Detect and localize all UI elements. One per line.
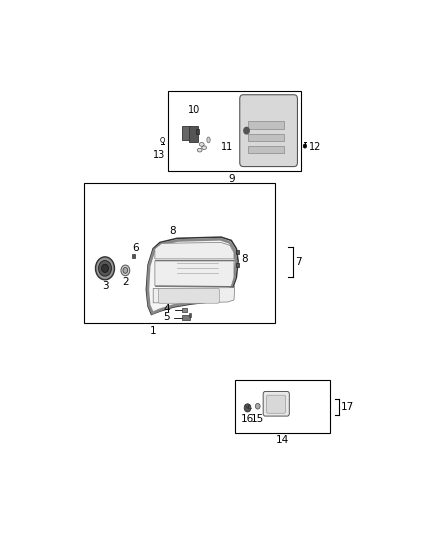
Text: 5: 5 xyxy=(163,312,170,322)
Text: 9: 9 xyxy=(228,174,235,184)
Polygon shape xyxy=(146,237,238,314)
Circle shape xyxy=(99,261,111,276)
FancyBboxPatch shape xyxy=(240,95,297,166)
Circle shape xyxy=(123,268,128,273)
Polygon shape xyxy=(155,243,234,259)
Bar xyxy=(248,146,284,154)
Text: 15: 15 xyxy=(251,414,265,424)
Text: 11: 11 xyxy=(221,142,233,152)
Text: 8: 8 xyxy=(170,225,176,236)
Circle shape xyxy=(255,403,260,409)
Text: 4: 4 xyxy=(163,304,170,314)
FancyBboxPatch shape xyxy=(263,391,290,416)
Bar xyxy=(237,263,240,266)
FancyBboxPatch shape xyxy=(158,288,219,303)
Bar xyxy=(84,183,276,322)
Circle shape xyxy=(161,138,165,142)
Bar xyxy=(196,129,199,134)
Bar xyxy=(189,313,191,317)
Ellipse shape xyxy=(207,137,210,143)
Bar xyxy=(237,250,240,254)
Text: 7: 7 xyxy=(295,257,302,267)
Ellipse shape xyxy=(202,146,206,150)
Bar xyxy=(182,308,187,312)
Text: 14: 14 xyxy=(276,435,289,446)
Circle shape xyxy=(303,144,307,148)
Text: 16: 16 xyxy=(241,414,254,424)
Polygon shape xyxy=(155,261,234,286)
Text: 12: 12 xyxy=(309,142,321,152)
Text: 13: 13 xyxy=(153,150,166,160)
Bar xyxy=(235,380,330,433)
Bar xyxy=(182,315,190,320)
Circle shape xyxy=(95,257,114,280)
Text: 1: 1 xyxy=(150,326,156,336)
Text: 17: 17 xyxy=(341,402,354,411)
Bar xyxy=(248,122,284,129)
Circle shape xyxy=(121,265,130,276)
Ellipse shape xyxy=(197,148,202,152)
Text: 8: 8 xyxy=(241,254,247,264)
Bar xyxy=(182,126,191,140)
Polygon shape xyxy=(153,288,235,303)
FancyBboxPatch shape xyxy=(267,395,286,413)
Bar xyxy=(189,126,198,142)
Text: 3: 3 xyxy=(102,281,108,292)
Ellipse shape xyxy=(199,142,204,146)
Circle shape xyxy=(244,404,251,412)
Text: 6: 6 xyxy=(132,243,139,253)
Circle shape xyxy=(244,127,249,134)
Bar xyxy=(169,91,301,171)
Text: 2: 2 xyxy=(122,277,129,287)
Bar xyxy=(248,134,284,141)
Bar xyxy=(132,254,135,259)
Text: 10: 10 xyxy=(188,105,200,115)
Circle shape xyxy=(102,264,108,272)
